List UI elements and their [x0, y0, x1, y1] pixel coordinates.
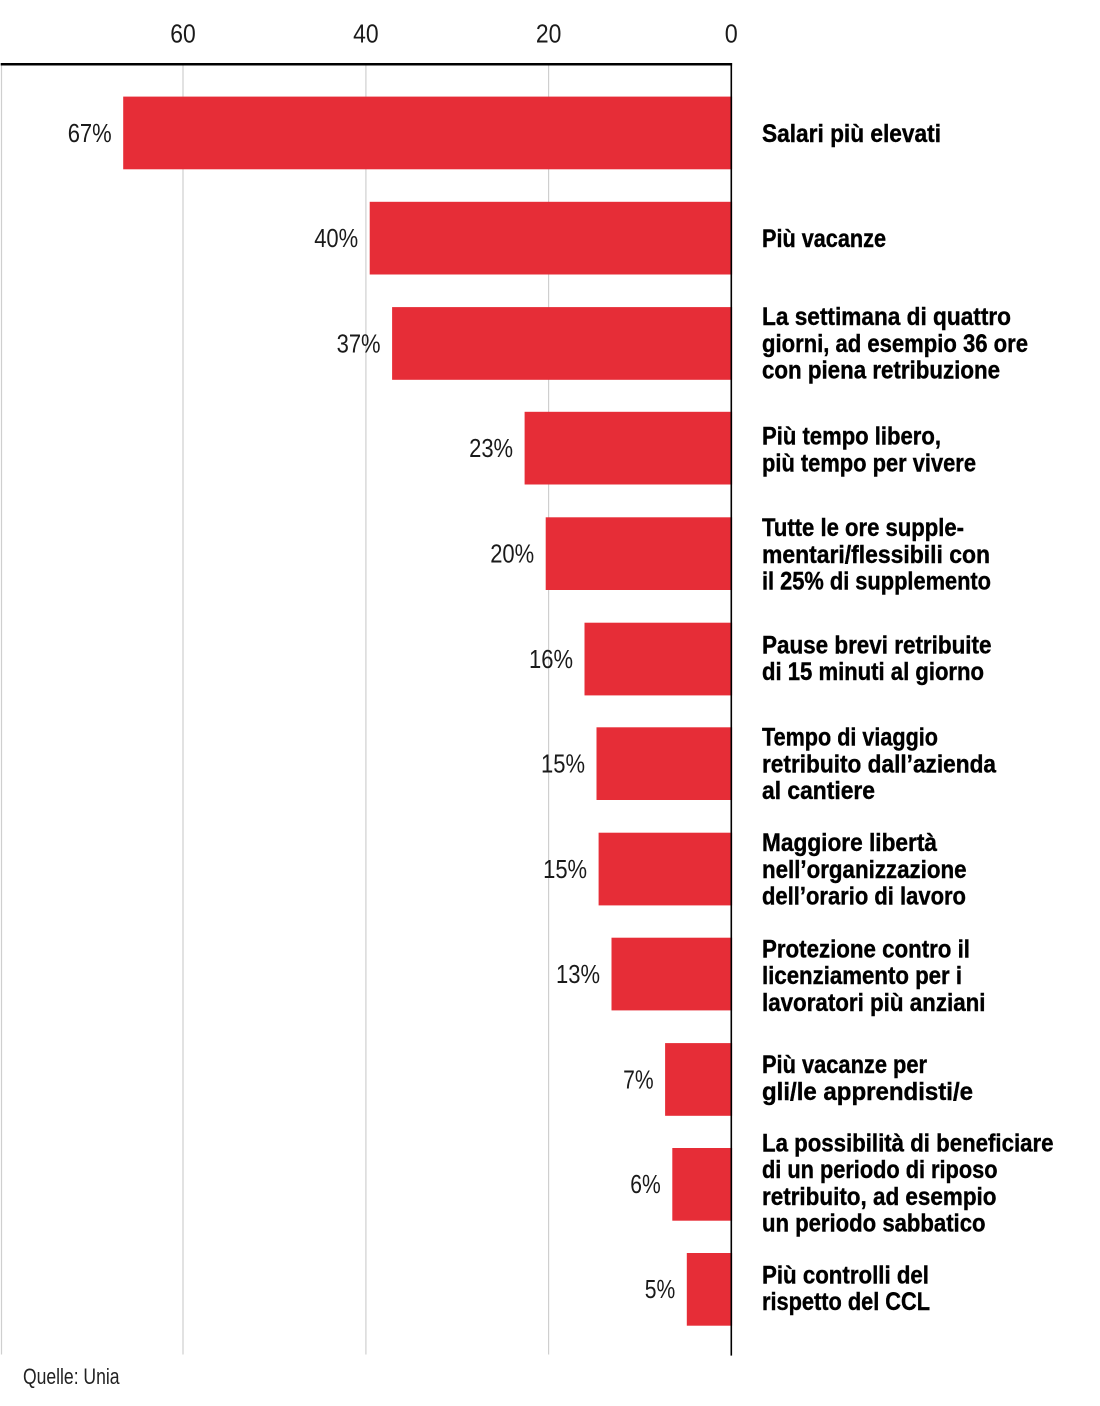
- svg-text:20%: 20%: [490, 541, 534, 569]
- svg-text:6%: 6%: [630, 1171, 661, 1199]
- svg-text:lavoratori più anziani: lavoratori più anziani: [762, 989, 986, 1017]
- svg-text:16%: 16%: [529, 646, 573, 674]
- svg-text:il 25% di supplemento: il 25% di supplemento: [762, 568, 991, 596]
- svg-text:15%: 15%: [541, 751, 585, 779]
- svg-text:al cantiere: al cantiere: [762, 777, 875, 805]
- svg-text:Più tempo libero,: Più tempo libero,: [762, 423, 941, 451]
- svg-text:un periodo sabbatico: un periodo sabbatico: [762, 1210, 986, 1238]
- svg-text:15%: 15%: [543, 856, 587, 884]
- svg-text:mentari/flessibili con: mentari/flessibili con: [762, 541, 990, 569]
- svg-text:60: 60: [170, 20, 196, 48]
- svg-text:13%: 13%: [556, 961, 600, 989]
- svg-text:di un periodo di riposo: di un periodo di riposo: [762, 1156, 998, 1184]
- svg-text:licenziamento per i: licenziamento per i: [762, 962, 962, 990]
- svg-text:giorni, ad esempio 36 ore: giorni, ad esempio 36 ore: [762, 330, 1028, 358]
- svg-text:Protezione contro il: Protezione contro il: [762, 935, 970, 963]
- svg-text:Pause brevi retribuite: Pause brevi retribuite: [762, 631, 992, 659]
- svg-text:Maggiore libertà: Maggiore libertà: [762, 829, 938, 857]
- svg-text:La settimana di quattro: La settimana di quattro: [762, 303, 1011, 331]
- svg-text:gli/le apprendisti/e: gli/le apprendisti/e: [762, 1078, 973, 1106]
- svg-text:40: 40: [353, 20, 379, 48]
- svg-text:23%: 23%: [469, 435, 513, 463]
- svg-text:5%: 5%: [645, 1276, 676, 1304]
- svg-text:di 15 minuti al giorno: di 15 minuti al giorno: [762, 658, 984, 686]
- svg-text:Tempo di viaggio: Tempo di viaggio: [762, 724, 938, 752]
- svg-text:40%: 40%: [314, 225, 358, 253]
- svg-text:rispetto del CCL: rispetto del CCL: [762, 1288, 930, 1316]
- svg-text:con piena retribuzione: con piena retribuzione: [762, 357, 1000, 385]
- svg-text:Tutte le ore supple-: Tutte le ore supple-: [762, 514, 964, 542]
- svg-text:nell’organizzazione: nell’organizzazione: [762, 856, 967, 884]
- svg-text:Più controlli del: Più controlli del: [762, 1261, 929, 1289]
- svg-text:retribuito dall’azienda: retribuito dall’azienda: [762, 750, 997, 778]
- svg-text:37%: 37%: [337, 330, 381, 358]
- svg-text:La possibilità di beneficiare: La possibilità di beneficiare: [762, 1130, 1054, 1158]
- svg-text:0: 0: [725, 20, 738, 48]
- svg-text:20: 20: [536, 20, 562, 48]
- svg-text:Più vacanze: Più vacanze: [762, 225, 886, 253]
- svg-text:Più vacanze per: Più vacanze per: [762, 1051, 927, 1079]
- svg-text:Salari più elevati: Salari più elevati: [762, 120, 941, 148]
- svg-text:retribuito, ad esempio: retribuito, ad esempio: [762, 1183, 997, 1211]
- svg-text:dell’orario di lavoro: dell’orario di lavoro: [762, 883, 966, 911]
- svg-text:Quelle: Unia: Quelle: Unia: [23, 1364, 120, 1389]
- svg-text:7%: 7%: [623, 1066, 654, 1094]
- svg-text:67%: 67%: [68, 120, 112, 148]
- svg-text:più tempo per vivere: più tempo per vivere: [762, 449, 976, 477]
